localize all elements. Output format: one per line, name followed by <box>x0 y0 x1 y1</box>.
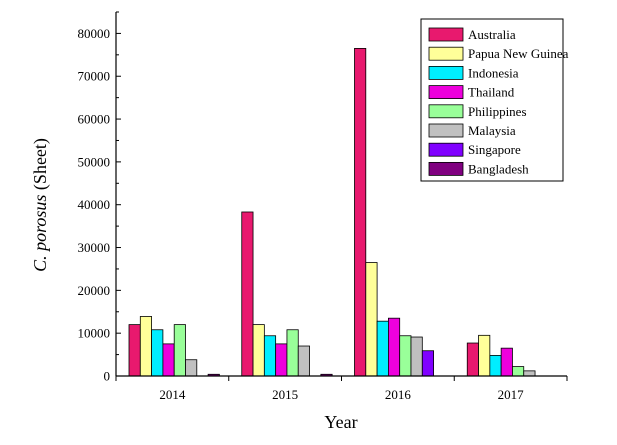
legend-swatch-malaysia <box>428 123 464 138</box>
bar-papua-new-guinea-2014 <box>139 316 153 377</box>
bar-australia-2015 <box>241 211 254 377</box>
bar-thailand-2017 <box>500 347 513 377</box>
y-tick-label: 30000 <box>78 240 111 255</box>
bar-papua-new-guinea-2017 <box>478 334 491 377</box>
legend-label-philippines: Philippines <box>468 104 527 119</box>
bar-australia-2017 <box>466 342 479 377</box>
bars-layer <box>128 48 536 377</box>
bar-papua-new-guinea-2016 <box>365 262 378 377</box>
legend-swatch-papua-new-guinea <box>428 46 464 61</box>
x-tick-label: 2017 <box>498 387 525 402</box>
y-tick-label: 80000 <box>78 26 111 41</box>
y-tick-label: 20000 <box>78 283 111 298</box>
bar-malaysia-2017 <box>523 370 536 377</box>
y-tick-label: 40000 <box>78 197 111 212</box>
bar-malaysia-2015 <box>297 345 310 377</box>
legend-label-malaysia: Malaysia <box>468 123 516 138</box>
legend-swatch-australia <box>428 27 464 42</box>
legend-label-singapore: Singapore <box>468 142 521 157</box>
bar-thailand-2016 <box>387 317 401 377</box>
bar-indonesia-2017 <box>489 355 502 377</box>
bar-malaysia-2014 <box>185 359 198 377</box>
x-tick-label: 2016 <box>385 387 412 402</box>
x-tick-label: 2015 <box>272 387 298 402</box>
bar-thailand-2014 <box>162 343 175 377</box>
x-tick-label: 2014 <box>159 387 186 402</box>
bar-indonesia-2015 <box>263 335 277 377</box>
legend-swatch-singapore <box>428 142 464 157</box>
legend: Australia Papua New Guinea Indonesia Thaila… <box>420 18 569 182</box>
bar-australia-2016 <box>354 48 367 377</box>
y-tick-label: 50000 <box>78 154 111 169</box>
legend-swatch-indonesia <box>428 66 464 80</box>
y-tick-label: 10000 <box>78 326 111 341</box>
legend-label-bangladesh: Bangladesh <box>468 161 529 176</box>
legend-label-indonesia: Indonesia <box>468 65 519 80</box>
bar-philippines-2016 <box>399 335 412 377</box>
y-tick-label: 70000 <box>78 69 111 84</box>
y-axis-title-italic: C. porosus <box>30 195 50 272</box>
bar-papua-new-guinea-2015 <box>252 324 265 377</box>
x-axis-title: Year <box>324 412 357 432</box>
bar-indonesia-2016 <box>376 320 389 377</box>
legend-swatch-bangladesh <box>428 161 464 176</box>
y-axis-title: C. porosus (Sheet) <box>30 138 51 272</box>
bar-singapore-2016 <box>421 350 434 377</box>
legend-label-papua-new-guinea: Papua New Guinea <box>468 46 569 61</box>
bar-philippines-2017 <box>512 366 525 377</box>
bar-philippines-2015 <box>286 329 299 377</box>
y-tick-label: 60000 <box>78 112 111 127</box>
legend-label-thailand: Thailand <box>468 85 515 100</box>
ticks-layer: 0 10000 20000 30000 40000 50000 60000 70000 8000… <box>78 11 568 402</box>
y-tick-label: 0 <box>104 369 111 384</box>
bar-australia-2014 <box>128 324 141 377</box>
legend-label-australia: Australia <box>468 27 516 42</box>
legend-swatch-thailand <box>428 85 464 99</box>
bar-indonesia-2014 <box>151 329 164 377</box>
legend-swatch-philippines <box>428 104 464 119</box>
bar-malaysia-2016 <box>410 336 423 377</box>
y-axis-title-rest: (Sheet) <box>30 138 51 194</box>
bar-thailand-2015 <box>275 343 288 377</box>
bar-philippines-2014 <box>173 324 186 377</box>
